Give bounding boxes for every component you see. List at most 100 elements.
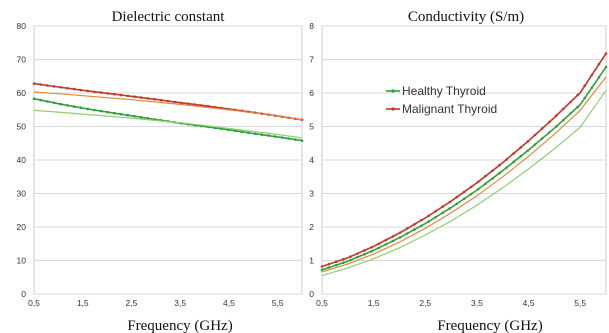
series-marker-2	[139, 96, 143, 99]
legend-marker-malignant	[391, 107, 395, 111]
x-tick-label: 2,5	[419, 298, 431, 308]
series-marker-0	[469, 192, 473, 196]
series-marker-2	[533, 133, 537, 137]
series-marker-0	[434, 215, 437, 219]
x-ticks: 0,5 1,5 2,5 3,5 4,5 5,5	[316, 298, 586, 308]
x-tick-label: 1,5	[368, 298, 380, 308]
y-tick-label: 50	[17, 122, 27, 132]
series-marker-0	[519, 154, 523, 158]
x-tick-label: 5,5	[574, 298, 586, 308]
series-marker-2	[491, 169, 494, 172]
y-tick-label: 10	[17, 256, 27, 266]
series-marker-2	[455, 195, 459, 199]
series-marker-2	[363, 249, 366, 252]
series-marker-0	[448, 207, 452, 210]
series-marker-2	[398, 231, 402, 234]
series-marker-0	[349, 258, 352, 262]
chart-title: Dielectric constant	[112, 9, 226, 25]
series-marker-0	[604, 65, 608, 69]
series-marker-0	[52, 101, 56, 105]
series-marker-2	[106, 92, 109, 95]
y-tick-label: 7	[309, 55, 314, 65]
series-marker-0	[233, 129, 237, 133]
series-marker-0	[491, 177, 494, 180]
legend: Healthy Thyroid Malignant Thyroid	[386, 84, 497, 116]
series-marker-0	[363, 252, 366, 256]
series-marker-2	[519, 146, 523, 149]
series-marker-2	[320, 265, 324, 268]
series-marker-0	[66, 104, 69, 107]
series-marker-2	[72, 87, 76, 91]
series-marker-0	[342, 261, 345, 265]
series-marker-2	[597, 62, 601, 66]
series-marker-0	[260, 133, 264, 136]
y-tick-label: 0	[21, 289, 26, 299]
series-marker-2	[46, 84, 49, 87]
series-marker-0	[462, 197, 466, 201]
series-marker-0	[119, 112, 123, 116]
series-marker-2	[590, 73, 594, 77]
series-marker-2	[405, 227, 409, 230]
series-marker-0	[576, 105, 579, 109]
series-marker-0	[547, 131, 551, 134]
y-tick-label: 1	[309, 256, 314, 266]
series-marker-0	[247, 131, 250, 135]
y-ticks: 0 10 20 30 40 50 60 70 80	[17, 21, 27, 299]
series-marker-0	[405, 232, 409, 235]
y-tick-label: 60	[17, 88, 27, 98]
series-marker-0	[294, 138, 297, 141]
series-marker-2	[547, 120, 551, 124]
series-marker-0	[327, 266, 331, 269]
chart-title: Conductivity (S/m)	[408, 9, 524, 25]
series-marker-2	[39, 83, 42, 86]
legend-label-healthy: Healthy Thyroid	[402, 84, 486, 98]
series-marker-2	[512, 152, 515, 155]
series-marker-2	[462, 190, 466, 194]
series-marker-2	[99, 91, 103, 94]
y-tick-label: 6	[309, 88, 314, 98]
series-marker-0	[569, 112, 572, 115]
conductivity-chart: Conductivity (S/m) Frequency (GHz) 0 1 2 3 4…	[309, 9, 608, 333]
series-marker-2	[377, 242, 381, 246]
series-marker-2	[356, 252, 359, 255]
series-marker-0	[377, 246, 381, 250]
series-marker-0	[320, 268, 324, 272]
series-group	[320, 52, 608, 277]
series-line-3	[33, 91, 303, 121]
x-tick-label: 3,5	[174, 298, 186, 308]
series-marker-2	[334, 260, 338, 264]
series-marker-2	[113, 92, 116, 96]
series-marker-0	[597, 76, 601, 79]
series-marker-0	[526, 149, 530, 152]
legend-label-malignant: Malignant Thyroid	[402, 102, 497, 116]
x-axis-label: Frequency (GHz)	[127, 318, 232, 333]
series-marker-0	[420, 224, 423, 228]
series-marker-0	[46, 100, 49, 103]
series-marker-0	[505, 166, 508, 169]
series-marker-2	[441, 205, 445, 208]
series-marker-0	[126, 113, 130, 117]
series-marker-2	[59, 86, 63, 89]
series-marker-2	[153, 97, 156, 101]
series-marker-2	[576, 93, 579, 97]
series-marker-2	[79, 88, 83, 92]
series-marker-0	[86, 107, 89, 111]
series-marker-2	[93, 90, 96, 94]
series-marker-2	[562, 107, 565, 111]
series-marker-2	[526, 140, 530, 143]
series-marker-2	[555, 114, 558, 117]
series-marker-2	[342, 258, 345, 261]
series-marker-2	[193, 103, 197, 106]
series-marker-0	[455, 202, 459, 205]
series-marker-2	[604, 52, 608, 55]
series-marker-2	[66, 86, 69, 90]
y-tick-label: 40	[17, 155, 27, 165]
series-marker-2	[146, 97, 150, 100]
y-tick-label: 30	[17, 189, 27, 199]
series-marker-0	[273, 135, 277, 138]
series-marker-0	[555, 125, 558, 128]
series-marker-0	[512, 160, 515, 164]
series-group	[32, 82, 304, 142]
series-marker-0	[413, 228, 416, 231]
